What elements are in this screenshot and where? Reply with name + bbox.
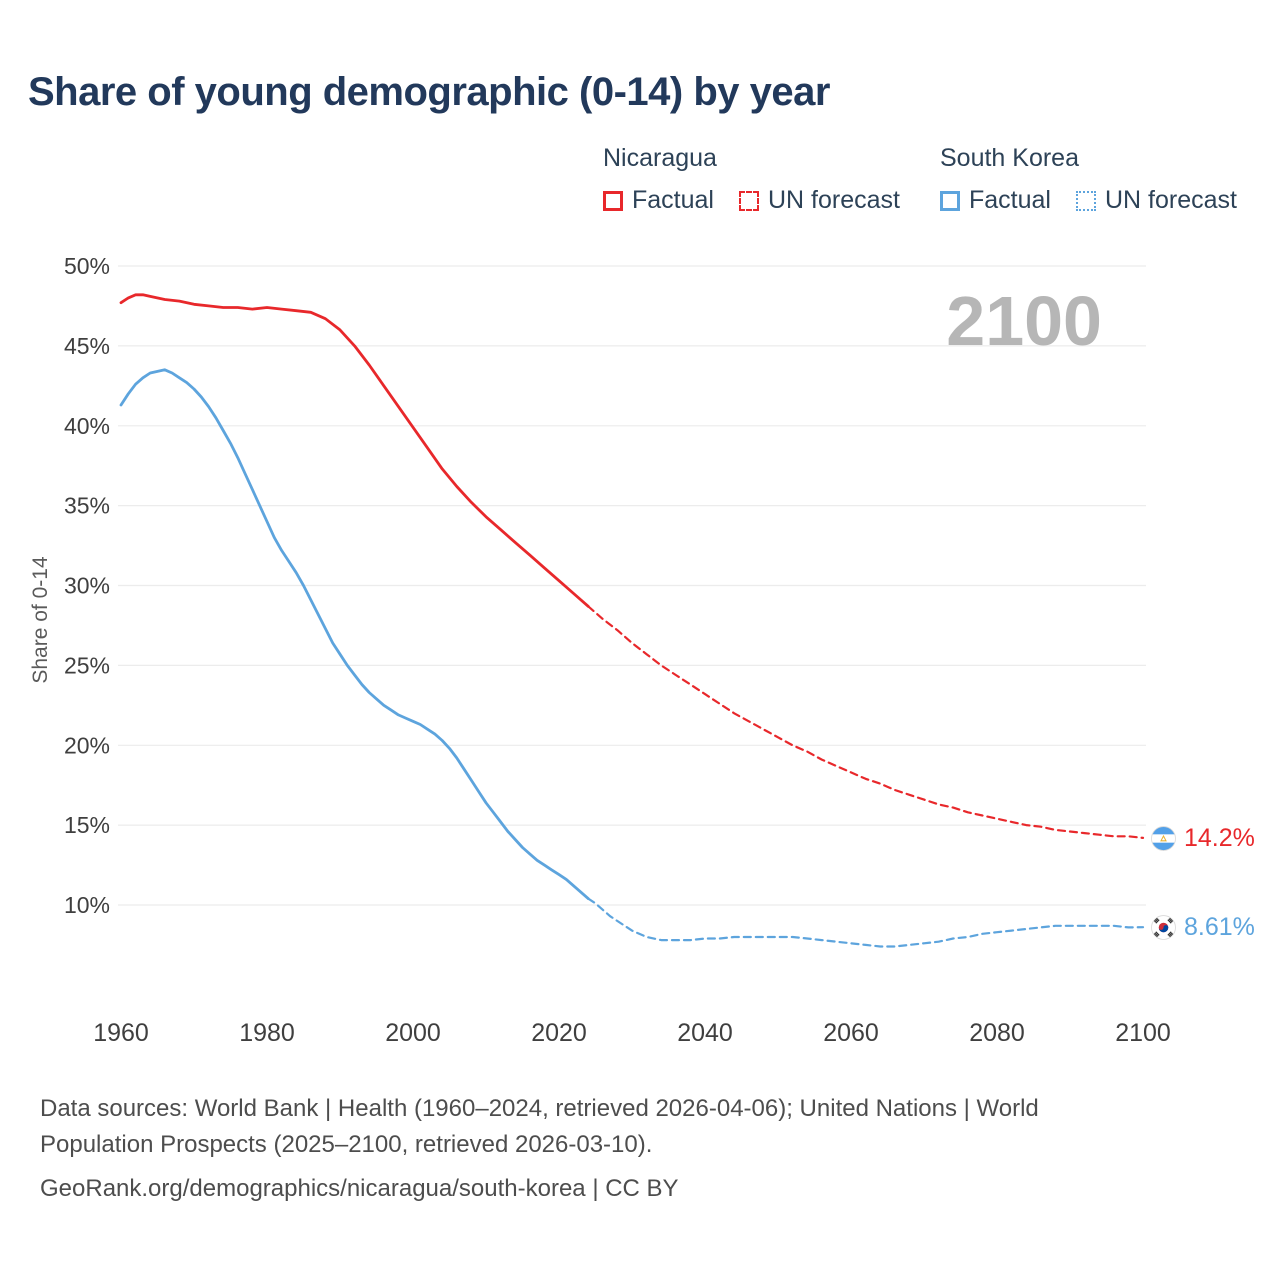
legend-group-nicaragua: Nicaragua Factual UN forecast xyxy=(603,144,900,215)
legend-country-nicaragua: Nicaragua xyxy=(603,144,717,172)
nicaragua-factual-label: Factual xyxy=(632,186,714,214)
x-tick-label: 1960 xyxy=(93,1019,149,1047)
south-korea-end-value: 8.61% xyxy=(1184,912,1255,941)
nicaragua-forecast-swatch xyxy=(738,190,759,211)
source-line-2: Population Prospects (2025–2100, retriev… xyxy=(40,1131,653,1158)
south-korea-flag-icon xyxy=(1151,914,1176,940)
nicaragua-end-value: 14.2% xyxy=(1184,823,1255,852)
y-tick-label: 50% xyxy=(64,253,110,279)
x-tick-label: 2060 xyxy=(823,1019,879,1047)
y-tick-label: 25% xyxy=(64,652,110,678)
legend-items-south-korea: Factual UN forecast xyxy=(940,186,1237,215)
south-korea-factual-line xyxy=(119,368,590,900)
nicaragua-end-label: 14.2% xyxy=(1151,824,1255,852)
x-tick-label: 2100 xyxy=(1115,1019,1171,1047)
source-line-1: Data sources: World Bank | Health (1960–… xyxy=(40,1095,1039,1122)
nicaragua-factual-swatch xyxy=(603,190,623,211)
georank-attribution: GeoRank.org/demographics/nicaragua/south… xyxy=(40,1175,679,1202)
x-tick-label: 2020 xyxy=(531,1019,587,1047)
x-tick-label: 2080 xyxy=(969,1019,1025,1047)
y-tick-label: 20% xyxy=(64,732,110,758)
legend-group-south-korea: South Korea Factual UN forecast xyxy=(940,144,1237,215)
south-korea-un-forecast-line xyxy=(587,897,1145,948)
y-tick-label: 45% xyxy=(64,333,110,359)
y-tick-label: 10% xyxy=(64,892,110,918)
y-tick-label: 40% xyxy=(64,413,110,439)
legend-items-nicaragua: Factual UN forecast xyxy=(603,186,900,215)
legend-country-south-korea: South Korea xyxy=(940,144,1079,172)
watermark-year: 2100 xyxy=(946,282,1102,360)
y-tick-label: 30% xyxy=(64,573,110,599)
data-sources: Data sources: World Bank | Health (1960–… xyxy=(40,1091,1039,1207)
x-tick-label: 2000 xyxy=(385,1019,441,1047)
page-title: Share of young demographic (0-14) by yea… xyxy=(28,70,830,114)
y-tick-label: 15% xyxy=(64,812,110,838)
south-korea-factual-swatch xyxy=(940,190,960,211)
south-korea-end-label: 8.61% xyxy=(1151,913,1255,941)
nicaragua-factual-line xyxy=(119,293,590,608)
y-axis-title: Share of 0-14 xyxy=(29,556,52,684)
nicaragua-flag-icon xyxy=(1151,825,1176,851)
nicaragua-forecast-label: UN forecast xyxy=(767,186,900,214)
south-korea-forecast-swatch xyxy=(1075,190,1096,211)
y-tick-label: 35% xyxy=(64,493,110,519)
x-tick-label: 2040 xyxy=(677,1019,733,1047)
x-tick-label: 1980 xyxy=(239,1019,295,1047)
nicaragua-un-forecast-line xyxy=(587,605,1145,839)
south-korea-forecast-label: UN forecast xyxy=(1104,186,1237,214)
south-korea-factual-label: Factual xyxy=(969,186,1051,214)
